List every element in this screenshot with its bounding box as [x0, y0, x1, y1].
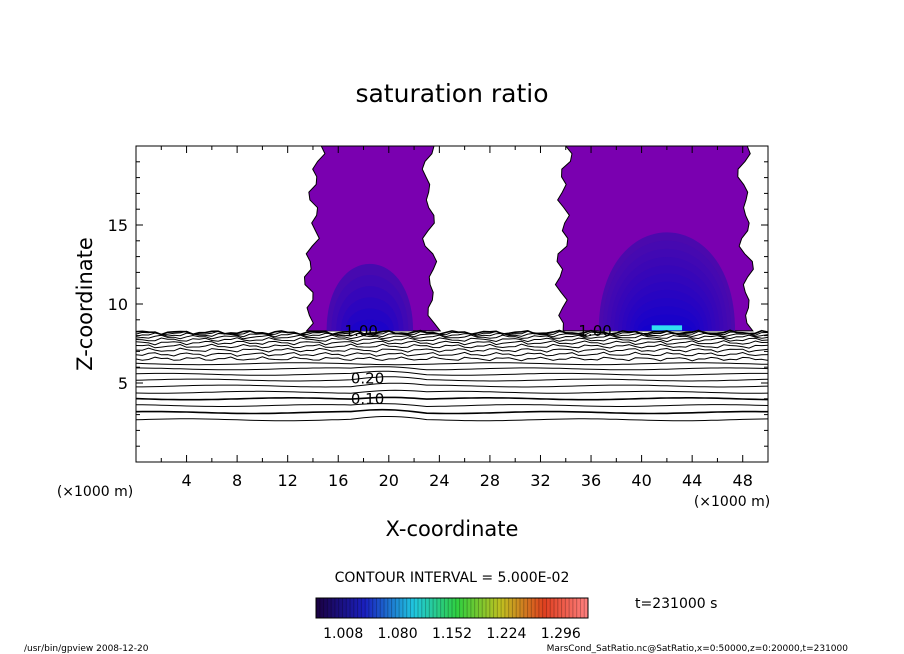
x-tick-label: 24 — [429, 471, 449, 490]
time-text: t=231000 s — [635, 596, 717, 612]
y-tick-label: 5 — [118, 374, 128, 393]
contour-line — [136, 403, 768, 408]
contour-line — [136, 416, 768, 422]
contour-line — [136, 340, 768, 346]
contour-lines — [136, 329, 768, 422]
x-tick-label: 20 — [379, 471, 399, 490]
colorbar-gradient — [316, 598, 588, 618]
colorbar-tick-label: 1.080 — [378, 626, 418, 642]
contour-line — [136, 334, 768, 340]
cloud-peak-highlight — [651, 325, 683, 331]
y-axis-ticks: 5 10 15 — [108, 161, 768, 447]
plot-area — [136, 146, 768, 422]
x-tick-label: 16 — [328, 471, 348, 490]
y-tick-label: 15 — [108, 216, 128, 235]
chart-title: saturation ratio — [355, 79, 548, 108]
x-tick-label: 32 — [530, 471, 550, 490]
colorbar-tick-label: 1.224 — [486, 626, 526, 642]
y-tick-label: 10 — [108, 295, 128, 314]
contour-line — [136, 351, 768, 357]
colorbar-tick-label: 1.008 — [323, 626, 363, 642]
x-tick-label: 8 — [232, 471, 242, 490]
contour-line — [136, 396, 768, 401]
contour-interval-text: CONTOUR INTERVAL = 5.000E-02 — [335, 570, 570, 586]
contour-line — [136, 332, 768, 338]
x-tick-label: 40 — [631, 471, 651, 490]
contour-label: 1.00 — [578, 322, 611, 340]
contour-line — [136, 362, 768, 366]
contour-line — [136, 376, 768, 382]
colorbar-tick-label: 1.152 — [432, 626, 472, 642]
contour-line — [136, 366, 768, 371]
contour-labels: 0.10 0.20 1.00 1.00 — [345, 322, 612, 408]
colorbar-tick-label: 1.296 — [541, 626, 581, 642]
contour-line — [136, 389, 768, 394]
y-axis-unit: (×1000 m) — [57, 484, 133, 500]
contour-line — [136, 356, 768, 362]
colorbar-stripes — [319, 598, 585, 618]
contour-line — [136, 337, 768, 343]
contour-line — [136, 343, 768, 349]
x-axis-label: X-coordinate — [386, 517, 519, 541]
footer-left: /usr/bin/gpview 2008-12-20 — [24, 644, 149, 654]
cloud-contour-fill — [350, 319, 390, 331]
cloud-regions — [303, 146, 754, 332]
x-tick-label: 12 — [278, 471, 298, 490]
x-tick-label: 48 — [733, 471, 753, 490]
cloud-region — [303, 146, 442, 332]
contour-label: 1.00 — [345, 322, 378, 340]
x-tick-label: 44 — [682, 471, 702, 490]
contour-line — [136, 330, 768, 336]
contour-label: 0.10 — [351, 390, 384, 408]
x-tick-label: 4 — [181, 471, 191, 490]
contour-line — [136, 347, 768, 353]
x-tick-label: 28 — [480, 471, 500, 490]
contour-label: 0.20 — [351, 369, 384, 387]
footer-right: MarsCond_SatRatio.nc@SatRatio,x=0:50000,… — [547, 644, 849, 654]
x-axis-ticks: 4 8 12 16 20 24 28 32 36 40 44 48 — [160, 146, 753, 490]
x-axis-unit: (×1000 m) — [694, 494, 770, 510]
colorbar-frame — [315, 597, 589, 619]
x-tick-label: 36 — [581, 471, 601, 490]
contour-line — [136, 329, 768, 336]
contour-line — [136, 408, 768, 415]
colorbar — [315, 597, 589, 619]
contour-line — [136, 382, 768, 388]
colorbar-ticks: 1.008 1.080 1.152 1.224 1.296 — [323, 626, 581, 642]
cloud-region — [554, 146, 754, 332]
contour-line — [136, 370, 768, 376]
y-axis-label: Z-coordinate — [73, 237, 97, 371]
